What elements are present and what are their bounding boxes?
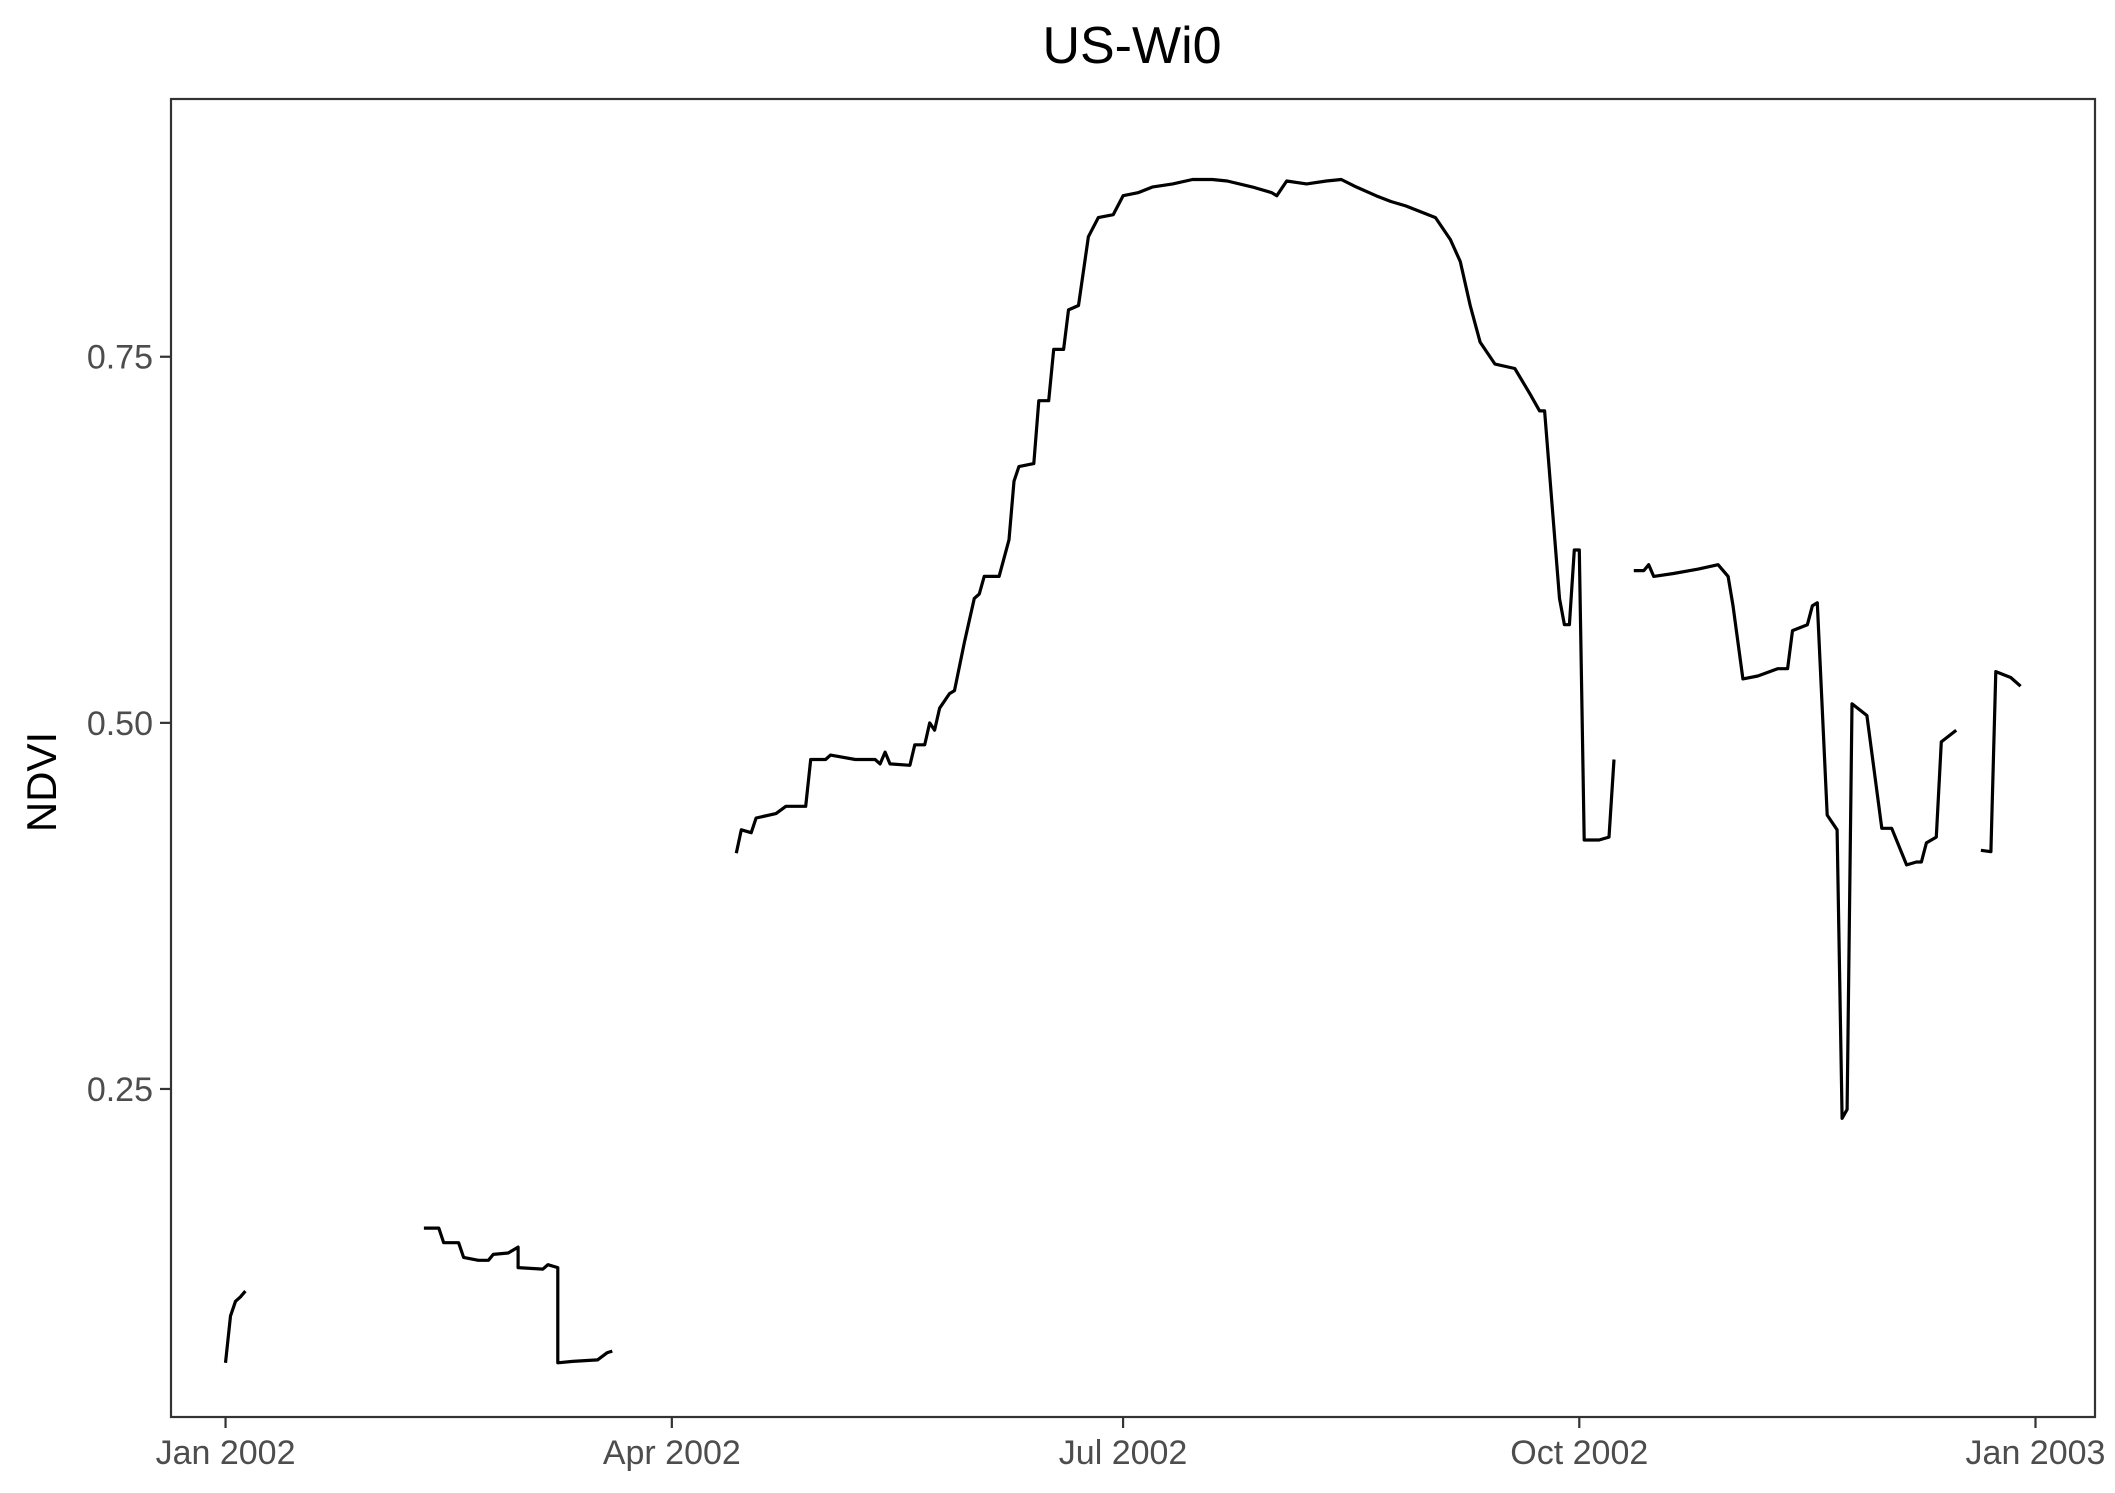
ndvi-line-segment-5 bbox=[1980, 670, 2022, 854]
ndvi-line-segment-4 bbox=[1633, 563, 1958, 1120]
x-tick-label: Jan 2003 bbox=[1966, 1434, 2106, 1472]
chart-title: US-Wi0 bbox=[1042, 17, 1221, 75]
y-axis-label: NDVI bbox=[18, 732, 65, 832]
plot-panel-border bbox=[169, 97, 2097, 1419]
y-tick-label: 0.25 bbox=[87, 1071, 153, 1109]
ndvi-line-segment-1 bbox=[223, 1290, 247, 1363]
x-tick-label: Jan 2002 bbox=[156, 1434, 296, 1472]
y-axis: 0.25 0.50 0.75 bbox=[87, 339, 171, 1109]
y-tick-label: 0.50 bbox=[87, 705, 153, 743]
plot-area bbox=[223, 177, 2022, 1365]
x-tick-label: Apr 2002 bbox=[603, 1434, 741, 1472]
y-tick-label: 0.75 bbox=[87, 339, 153, 377]
x-tick-label: Oct 2002 bbox=[1510, 1434, 1648, 1472]
x-axis: Jan 2002 Apr 2002 Jul 2002 Oct 2002 Jan 2003 bbox=[156, 1417, 2106, 1472]
x-tick-label: Jul 2002 bbox=[1059, 1434, 1188, 1472]
ndvi-line-segment-2 bbox=[423, 1226, 613, 1365]
ndvi-line-segment-3 bbox=[734, 177, 1616, 854]
